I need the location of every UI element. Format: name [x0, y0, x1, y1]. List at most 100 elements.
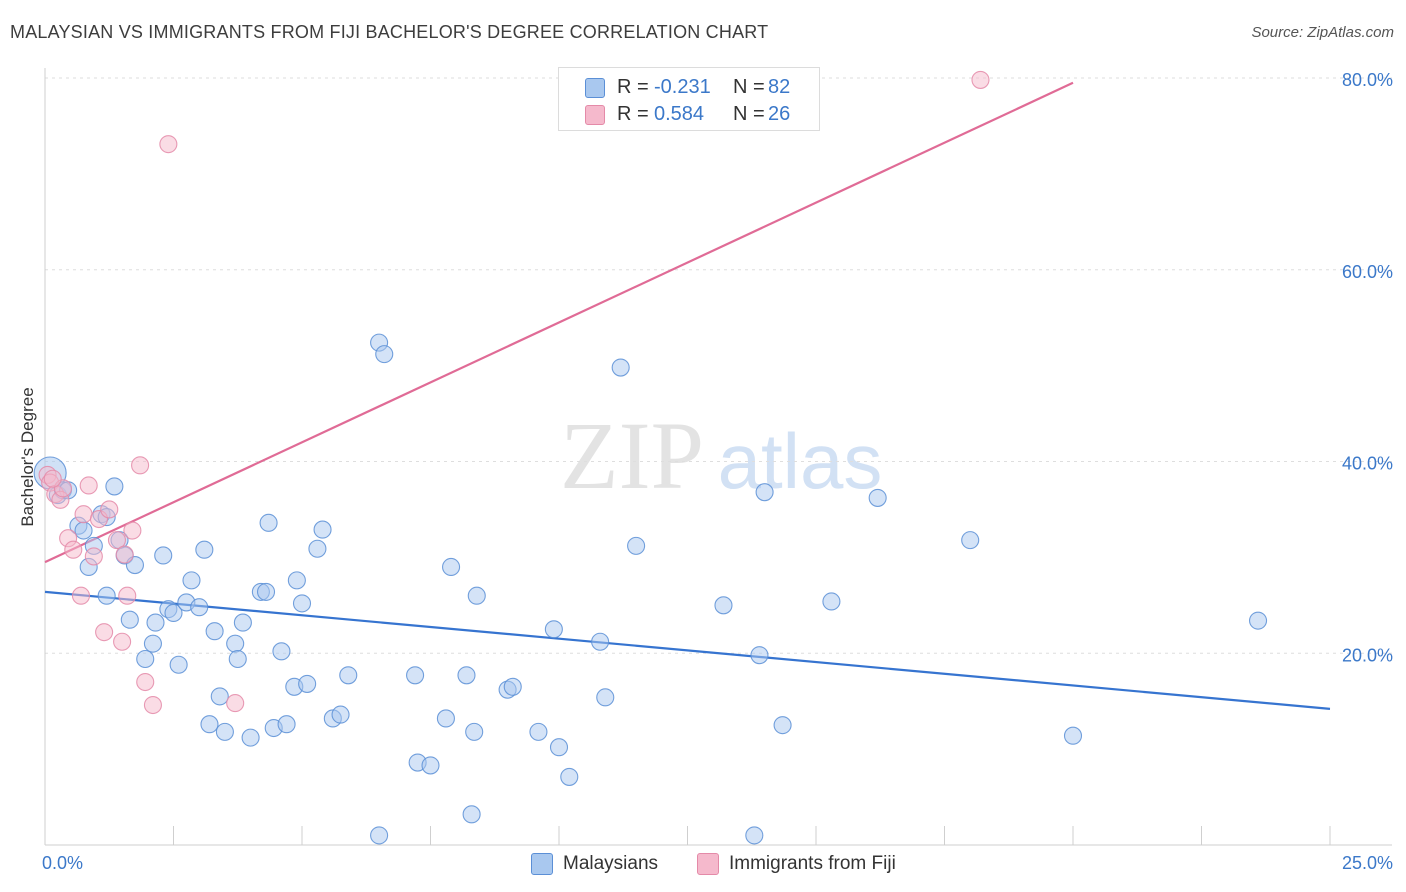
malaysian-point [200, 715, 219, 734]
malaysian-point [259, 513, 278, 532]
fiji-point [118, 586, 137, 605]
malaysian-point [627, 536, 646, 555]
n-value: 82 [768, 76, 791, 98]
stats-legend: R = -0.231 N = 82 R = 0.584 N = 26 [558, 67, 820, 131]
fiji-point [131, 456, 150, 475]
malaysian-point [120, 610, 139, 629]
y-tick-label: 80.0% [1342, 70, 1393, 90]
malaysian-point [822, 592, 841, 611]
fiji-trend-line [44, 81, 1074, 564]
malaysian-point [868, 488, 887, 507]
blue-swatch-icon [585, 78, 605, 98]
malaysian-point [596, 688, 615, 707]
fiji-point [107, 531, 127, 550]
malaysian-point [370, 826, 389, 845]
fiji-point [143, 695, 162, 715]
source-note: Source: ZipAtlas.com [1251, 24, 1394, 41]
fiji-point [123, 521, 142, 540]
fiji-point [100, 500, 119, 519]
malaysian-point [467, 586, 486, 605]
malaysian-point [136, 649, 155, 669]
tick-labels: 20.0% 40.0% 60.0% 80.0% 0.0% 25.0% [42, 70, 1393, 873]
malaysian-point [169, 655, 188, 674]
blue-swatch-icon [531, 853, 553, 875]
stats-legend-row-malaysians: R = -0.231 N = 82 [559, 74, 819, 102]
malaysian-point [226, 634, 245, 653]
malaysian-point [773, 716, 792, 735]
malaysian-point [714, 596, 733, 615]
pink-swatch-icon [697, 853, 719, 875]
n-label: N = [733, 103, 765, 125]
malaysian-point [331, 705, 350, 724]
malaysian-point [215, 722, 234, 741]
fiji-point [136, 672, 155, 692]
malaysian-point [436, 709, 455, 728]
fiji-point [64, 540, 83, 559]
malaysian-point [105, 477, 124, 496]
axes [44, 68, 1392, 846]
watermark: ZIP atlas [560, 402, 882, 509]
malaysian-point [961, 531, 980, 550]
malaysian-trend-line [44, 590, 1331, 710]
trend-lines [44, 81, 1331, 710]
malaysian-point [190, 598, 209, 617]
series-legend: Malaysians Immigrants from Fiji [0, 850, 1406, 880]
fiji-point [79, 476, 98, 495]
malaysian-point [442, 557, 461, 577]
chart-title: MALAYSIAN VS IMMIGRANTS FROM FIJI BACHEL… [10, 22, 769, 42]
y-tick-label: 60.0% [1342, 262, 1393, 282]
malaysian-point [421, 756, 440, 775]
fiji-point [43, 469, 62, 488]
y-tick-label: 40.0% [1342, 454, 1393, 474]
malaysian-point [195, 540, 214, 559]
malaysian-point [210, 687, 229, 706]
malaysian-point [308, 539, 327, 558]
malaysian-point [462, 805, 481, 824]
r-label: R = [617, 103, 649, 125]
r-label: R = [617, 76, 649, 98]
fiji-point [95, 623, 114, 642]
malaysian-point [146, 613, 165, 632]
fiji-point [159, 135, 178, 154]
r-value: -0.231 [654, 76, 711, 98]
malaysian-point [97, 586, 116, 605]
malaysian-point [143, 634, 162, 653]
x-tick-label: 0.0% [42, 853, 83, 873]
malaysian-point [1248, 611, 1268, 630]
fiji-point [226, 694, 245, 713]
fiji-point [71, 586, 91, 605]
malaysian-point [544, 620, 563, 639]
malaysian-point [228, 649, 247, 669]
legend-label: Immigrants from Fiji [729, 853, 896, 874]
malaysian-point [1063, 726, 1083, 745]
malaysian-point [549, 738, 569, 757]
malaysian-point [292, 594, 312, 613]
malaysian-point [205, 622, 224, 641]
malaysian-point [182, 571, 201, 590]
malaysian-point [287, 571, 306, 590]
malaysian-point [256, 582, 276, 601]
fiji-point [74, 505, 93, 524]
n-label: N = [733, 76, 765, 98]
malaysian-point [154, 546, 173, 565]
malaysian-point [406, 666, 425, 685]
malaysian-point [745, 826, 764, 845]
x-tick-label: 25.0% [1342, 853, 1393, 873]
stats-legend-row-fiji: R = 0.584 N = 26 [559, 101, 819, 129]
pink-swatch-icon [585, 105, 605, 125]
n-value: 26 [768, 103, 791, 125]
malaysian-point [465, 722, 484, 741]
gridlines [45, 77, 1392, 654]
fiji-point [115, 545, 134, 564]
malaysian-point [591, 632, 610, 651]
fiji-point [84, 547, 103, 566]
y-tick-label: 20.0% [1342, 645, 1393, 665]
malaysian-point [164, 603, 183, 623]
legend-label: Malaysians [563, 853, 659, 874]
data-points [33, 70, 1268, 845]
malaysian-point [277, 715, 296, 734]
malaysian-point [529, 722, 548, 741]
r-value: 0.584 [654, 103, 705, 125]
malaysian-point [313, 520, 332, 539]
